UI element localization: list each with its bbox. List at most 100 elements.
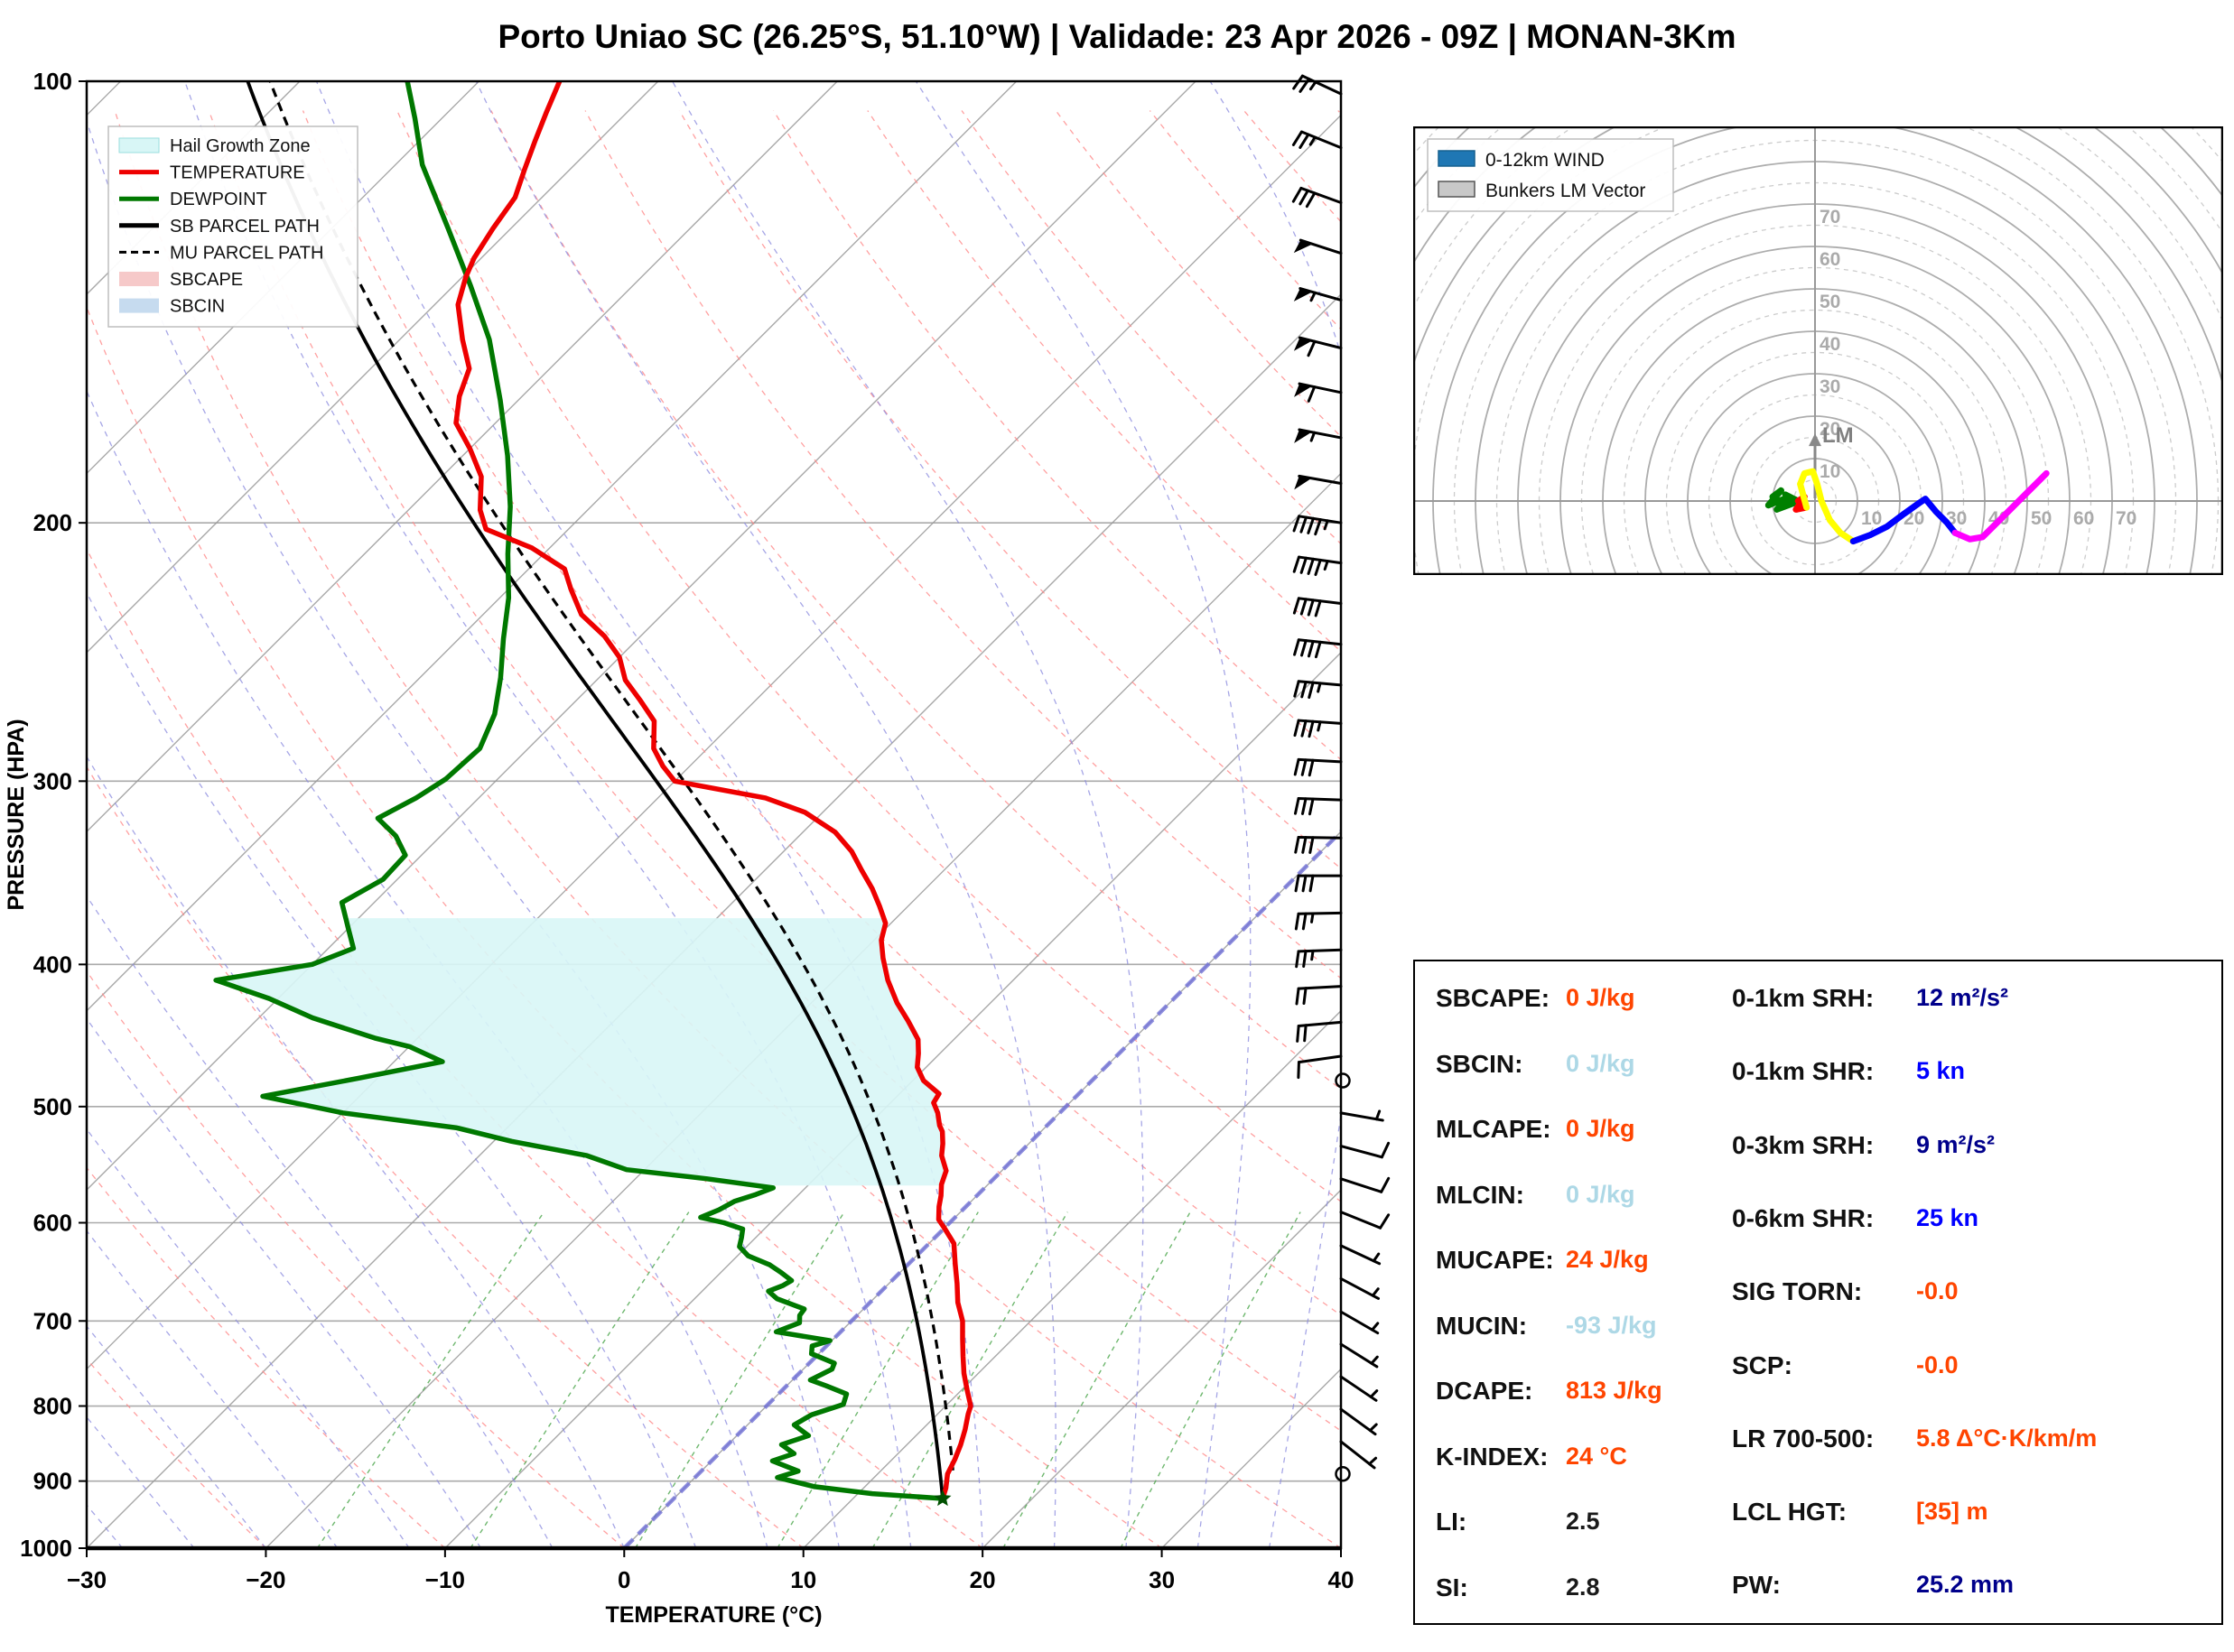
stat-label: SIG TORN: [1732,1277,1863,1306]
barb-full [1294,835,1300,854]
legend-label: DEWPOINT [170,190,267,209]
barb-full [1291,130,1303,146]
stat-label: 0-3km SRH: [1732,1130,1875,1159]
stat-value: -0.0 [1916,1350,1959,1378]
wind-barb [1339,1276,1380,1300]
barb-full [1307,557,1315,575]
dry-adiabat-line [114,110,1341,1548]
y-tick-label: 100 [33,68,72,95]
dry-adiabat-line [867,110,1341,653]
barb-half [1317,720,1322,732]
stat-value: 25 kn [1916,1203,1979,1231]
legend-label: 0-12km WIND [1485,150,1605,171]
dry-adiabat-line [208,110,1341,1432]
stat-value: 25.2 mm [1916,1571,2015,1599]
barb-full [1307,516,1315,534]
barb-full [1299,133,1310,149]
barb-half [1368,1423,1378,1433]
legend-label: SBCAPE [170,270,243,290]
moist-adiabat-line [1209,81,1341,1548]
dewpoint-curve [213,81,944,1501]
stat-label: MLCAPE: [1436,1115,1551,1143]
barb-full [1301,912,1308,931]
stat-label: DCAPE: [1436,1377,1533,1405]
wind-barb [1295,985,1343,1006]
stat-value: [35] m [1916,1498,1988,1526]
wind-barb [1291,130,1343,150]
barb-half [1371,1322,1380,1332]
wind-barb [1295,948,1343,969]
barb-full [1303,1024,1308,1043]
legend-swatch [118,137,160,153]
wind-barb-column [1291,74,1391,1482]
isotherm-line [87,81,838,833]
hodo-legend: 0-12km WIND Bunkers LM Vector [1427,138,1674,212]
stat-label: K-INDEX: [1436,1442,1549,1471]
isotherm-line [87,81,1018,1012]
stat-value: 0 J/kg [1566,984,1635,1011]
hodo-ring-label-h: 50 [2031,508,2052,529]
mixing-ratio-line [871,1211,1068,1548]
wind-barb [1339,1141,1391,1159]
barb-full [1301,874,1308,893]
barb-full [1307,639,1315,658]
barb-half [1310,912,1315,923]
wind-barb [1339,1310,1380,1335]
stat-value: 0 J/kg [1566,1049,1635,1077]
x-tick-label: −30 [67,1566,107,1593]
y-tick-label: 300 [33,767,72,794]
mixing-ratio-line [1120,1211,1301,1548]
stat-label: 0-6km SHR: [1732,1203,1875,1232]
stat-value: 0 J/kg [1566,1180,1635,1208]
dry-adiabat-line [1337,110,1341,116]
dry-adiabat-line [87,305,1162,1548]
barb-pennant [1294,429,1312,443]
barb-full [1300,680,1308,699]
wind-barb [1339,1176,1391,1193]
moist-adiabat-line [315,81,983,1548]
barb-full [1294,912,1300,931]
barb-full [1308,758,1315,777]
x-tick-label: −10 [425,1566,465,1593]
stat-label: MUCIN: [1436,1311,1528,1340]
barb-full [1293,719,1300,738]
barb-half [1310,949,1315,961]
y-tick-label: 600 [33,1209,72,1236]
barb-full [1292,515,1301,533]
wind-barb [1293,336,1343,357]
stat-label: MUCAPE: [1436,1246,1554,1274]
barb-full [1380,1141,1391,1159]
moist-adiabat-line [672,81,1144,1548]
barb-full [1296,1024,1300,1043]
skewt-panel: 100 200 300 400 500 600 700 800 900 1000 −30 −20 −10… [4,68,1391,1628]
wind-barb [1294,428,1343,443]
dry-adiabat-line [396,110,1341,1202]
barb-full [1307,339,1317,357]
stat-label: 0-1km SHR: [1732,1057,1875,1086]
mixing-ratio-line [1002,1211,1191,1548]
x-tick-label: 10 [790,1566,816,1593]
dry-adiabat-line [584,110,1341,979]
barb-full [1292,597,1300,615]
legend-swatch [1438,150,1475,167]
moist-adiabat-line [87,755,625,1548]
barb-half [1308,80,1317,91]
lm-label: LM [1822,423,1854,448]
y-tick-label: 200 [33,509,72,536]
barb-half [1372,1252,1381,1263]
moist-adiabat-line [87,118,841,1548]
stats-panel: SBCAPE: 0 J/kg SBCIN: 0 J/kg MLCAPE: 0 J/kg ML… [1413,960,2223,1625]
hodo-ring-label-v: 20 [1820,419,1840,440]
stat-value: 5.8 Δ°C·K/km/m [1916,1424,2098,1452]
dry-adiabat-line [87,1166,446,1548]
hodo-trace-blue [1849,496,1959,545]
barb-half [1368,1456,1378,1466]
x-tick-label: 0 [618,1566,630,1593]
wind-barb [1294,474,1343,490]
barb-half [1369,1389,1379,1398]
dry-adiabat-line [302,110,1341,1316]
stat-value: 9 m²/s² [1916,1130,1996,1158]
stat-label: MLCIN: [1436,1180,1524,1209]
legend-swatch [119,272,159,286]
